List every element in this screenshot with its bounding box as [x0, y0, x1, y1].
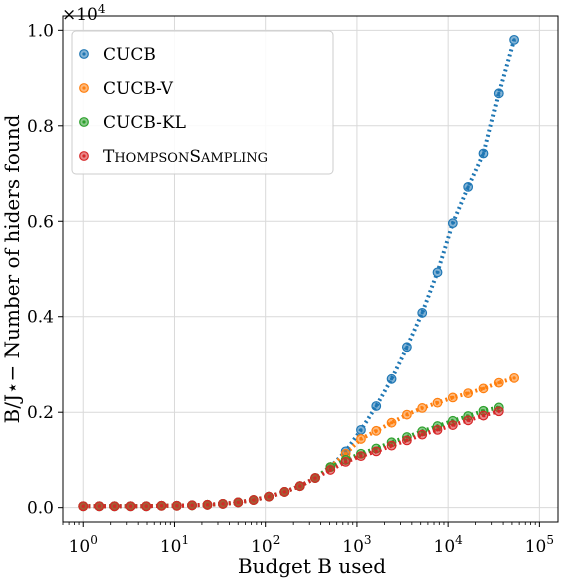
data-point-core [313, 476, 317, 480]
data-point-core [159, 504, 164, 508]
x-ticks: 100 101 102 103 104 105 [62, 522, 554, 557]
data-point-core [112, 504, 117, 508]
x-tick-label: 103 [342, 533, 371, 557]
x-axis-label: Budget B used [238, 554, 386, 578]
data-point-core [359, 437, 363, 441]
x-tick-label: 100 [69, 533, 98, 557]
data-point-core [252, 498, 256, 502]
data-point-core [466, 185, 470, 189]
y-axis-label: B/J⋆− Number of hiders found [0, 114, 24, 423]
legend-marker-core [82, 154, 86, 158]
data-point-core [420, 433, 424, 437]
x-tick-label: 104 [434, 533, 464, 557]
data-point-core [497, 409, 501, 413]
legend-label: CUCB-KL [103, 113, 186, 133]
data-point-core [374, 449, 378, 453]
data-point-core [389, 421, 394, 425]
data-point-core [451, 423, 455, 427]
legend-label: CUCB [103, 45, 156, 65]
series-markers [78, 34, 520, 512]
data-point-core [374, 429, 378, 433]
data-point-core [144, 504, 148, 508]
data-point-core [97, 504, 101, 508]
legend: CUCB CUCB-V CUCB-KL THOMPSONSAMPLING [71, 30, 334, 175]
data-point-core [405, 345, 409, 349]
data-point-core [512, 38, 516, 42]
data-point-core [328, 468, 332, 472]
data-point-core [466, 418, 470, 422]
data-point-core [512, 376, 516, 380]
data-point-core [451, 221, 455, 225]
data-point-core [451, 395, 455, 400]
y-tick-label: 0.6 [27, 212, 54, 232]
data-point-core [481, 151, 486, 156]
data-point-core [405, 412, 409, 417]
data-point-core [359, 428, 363, 432]
data-point-core [435, 401, 440, 405]
data-point-core [435, 270, 440, 274]
data-point-core [359, 454, 363, 458]
data-point-core [481, 413, 486, 418]
data-point-core [420, 406, 424, 410]
x-tick-label: 105 [525, 533, 554, 557]
data-point-core [236, 500, 240, 505]
x-tick-label: 101 [160, 533, 189, 557]
data-point-core [497, 381, 501, 385]
data-point-core [282, 490, 286, 494]
data-point-core [298, 484, 302, 488]
legend-label: THOMPSONSAMPLING [103, 147, 268, 167]
y-ticks: 0.0 0.2 0.4 0.6 0.8 1.0 [27, 21, 63, 519]
data-point-core [221, 502, 225, 506]
data-point-core [205, 503, 210, 507]
data-point-core [420, 311, 424, 315]
y-tick-label: 0.0 [27, 499, 54, 519]
data-point-core [344, 452, 348, 456]
series-line [83, 409, 500, 509]
y-tick-label: 0.2 [27, 403, 54, 423]
data-point-core [374, 404, 378, 408]
data-point-core [435, 428, 440, 432]
legend-marker-core [82, 52, 86, 56]
data-point-core [190, 503, 194, 507]
plot-frame [62, 15, 559, 523]
data-point-core [405, 438, 409, 442]
data-point-core [389, 444, 394, 448]
data-point-core [481, 386, 486, 390]
legend-label: CUCB-V [103, 79, 174, 99]
legend-box [71, 30, 334, 175]
legend-marker-core [82, 120, 86, 124]
y-tick-label: 0.4 [27, 308, 54, 328]
data-point-core [497, 91, 501, 95]
x-tick-label: 102 [251, 533, 280, 557]
data-point-core [175, 504, 179, 508]
data-point-core [128, 504, 133, 508]
data-point-core [344, 460, 348, 464]
y-tick-label: 0.8 [27, 117, 54, 137]
data-point-core [267, 495, 271, 499]
data-point-core [389, 377, 394, 381]
data-point-core [81, 504, 85, 508]
data-point-core [466, 391, 470, 395]
legend-marker-core [82, 86, 86, 90]
y-tick-label: 1.0 [27, 21, 54, 41]
y-multiplier: ×104 [62, 2, 106, 25]
